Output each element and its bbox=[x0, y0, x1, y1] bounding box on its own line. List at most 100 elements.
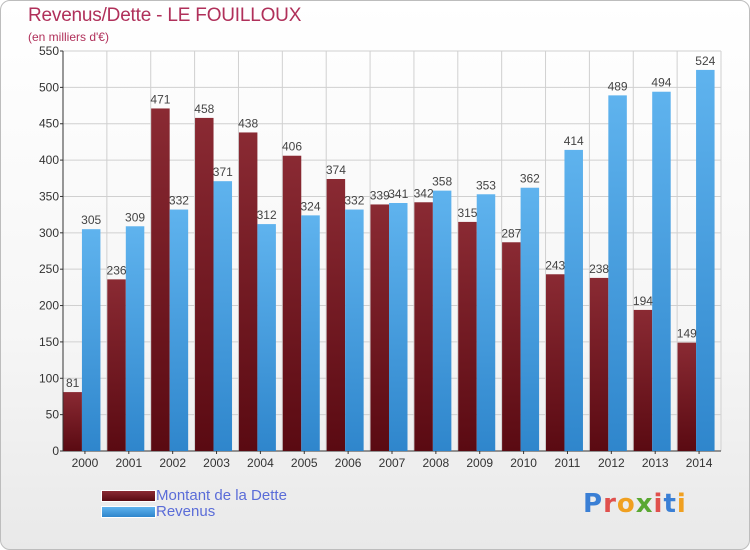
x-tick-label: 2002 bbox=[159, 456, 186, 470]
data-label-revenus: 489 bbox=[608, 79, 628, 93]
bar-revenus bbox=[608, 95, 627, 451]
data-label-revenus: 332 bbox=[169, 194, 189, 208]
x-tick-label: 2013 bbox=[642, 456, 669, 470]
legend-label-revenus: Revenus bbox=[156, 503, 216, 520]
data-label-dette: 374 bbox=[326, 163, 346, 177]
logo-letter: i bbox=[653, 489, 664, 519]
bar-dette bbox=[282, 155, 302, 451]
logo-letter: t bbox=[663, 489, 677, 519]
bar-dette bbox=[63, 392, 82, 451]
y-tick-label: 50 bbox=[46, 408, 60, 422]
bar-dette bbox=[458, 221, 477, 451]
data-label-dette: 406 bbox=[282, 140, 302, 154]
x-tick-label: 2011 bbox=[555, 456, 581, 470]
y-tick-label: 150 bbox=[39, 335, 59, 349]
data-label-dette: 194 bbox=[633, 294, 653, 308]
data-label-dette: 315 bbox=[457, 206, 477, 220]
data-label-revenus: 494 bbox=[651, 76, 671, 90]
logo-letter: i bbox=[676, 489, 687, 519]
chart-subtitle: (en milliers d'€) bbox=[28, 30, 109, 44]
data-label-revenus: 414 bbox=[564, 134, 584, 148]
legend-label-dette: Montant de la Dette bbox=[156, 487, 287, 504]
bar-dette bbox=[326, 179, 346, 451]
data-label-revenus: 362 bbox=[520, 172, 540, 186]
data-label-revenus: 305 bbox=[81, 213, 101, 227]
bars bbox=[63, 69, 715, 452]
data-label-revenus: 353 bbox=[476, 178, 496, 192]
data-label-dette: 438 bbox=[238, 116, 258, 130]
data-label-dette: 287 bbox=[501, 226, 521, 240]
bar-dette bbox=[545, 274, 565, 451]
data-label-revenus: 312 bbox=[257, 208, 277, 222]
x-tick-label: 2006 bbox=[335, 456, 362, 470]
data-label-revenus: 358 bbox=[432, 175, 452, 189]
bar-revenus bbox=[564, 149, 583, 451]
proxiti-logo: Proxiti bbox=[583, 489, 687, 519]
bar-revenus bbox=[520, 187, 540, 451]
bar-dette bbox=[589, 277, 609, 451]
logo-letter: r bbox=[603, 489, 617, 519]
x-tick-label: 2004 bbox=[247, 456, 274, 470]
y-tick-label: 250 bbox=[39, 262, 59, 276]
bar-revenus bbox=[81, 229, 101, 451]
bar-revenus bbox=[652, 91, 671, 452]
bar-revenus bbox=[257, 224, 276, 451]
data-label-revenus: 332 bbox=[344, 194, 364, 208]
bar-dette bbox=[107, 279, 126, 451]
y-tick-label: 450 bbox=[39, 117, 59, 131]
legend-swatch-revenus bbox=[101, 506, 156, 518]
legend-swatch-dette bbox=[101, 490, 156, 502]
bar-revenus bbox=[696, 69, 715, 451]
x-tick-label: 2003 bbox=[203, 456, 230, 470]
y-tick-label: 300 bbox=[39, 226, 59, 240]
data-label-revenus: 309 bbox=[125, 210, 145, 224]
x-tick-label: 2009 bbox=[466, 456, 493, 470]
logo-letter: o bbox=[616, 489, 636, 519]
bar-dette bbox=[370, 204, 389, 451]
bar-dette bbox=[502, 242, 521, 451]
bar-dette bbox=[151, 108, 170, 452]
bar-dette bbox=[414, 202, 433, 451]
bar-dette bbox=[677, 342, 697, 451]
x-tick-label: 2014 bbox=[686, 456, 713, 470]
x-tick-label: 2000 bbox=[72, 456, 99, 470]
data-label-dette: 81 bbox=[66, 376, 80, 390]
x-tick-label: 2001 bbox=[115, 456, 142, 470]
y-tick-label: 100 bbox=[39, 371, 59, 385]
bar-revenus bbox=[301, 215, 320, 451]
bar-revenus bbox=[432, 190, 452, 452]
data-label-dette: 238 bbox=[589, 262, 609, 276]
y-tick-label: 500 bbox=[39, 80, 59, 94]
data-label-dette: 458 bbox=[194, 102, 214, 116]
data-label-revenus: 371 bbox=[213, 165, 233, 179]
bar-revenus bbox=[169, 209, 189, 451]
data-label-dette: 471 bbox=[150, 92, 170, 106]
x-tick-label: 2010 bbox=[510, 456, 537, 470]
data-label-revenus: 524 bbox=[695, 54, 715, 68]
y-tick-label: 0 bbox=[52, 444, 59, 458]
chart-title: Revenus/Dette - LE FOUILLOUX bbox=[28, 5, 302, 26]
bar-revenus bbox=[213, 181, 233, 451]
bar-revenus bbox=[125, 226, 145, 451]
bar-revenus bbox=[345, 209, 364, 451]
y-tick-label: 200 bbox=[39, 299, 59, 313]
data-label-dette: 149 bbox=[677, 327, 697, 341]
data-label-revenus: 324 bbox=[301, 199, 321, 213]
data-label-dette: 339 bbox=[370, 188, 390, 202]
data-label-revenus: 341 bbox=[388, 187, 408, 201]
y-tick-label: 400 bbox=[39, 153, 59, 167]
x-tick-label: 2008 bbox=[423, 456, 450, 470]
data-label-dette: 243 bbox=[545, 258, 565, 272]
logo-letter: x bbox=[635, 489, 654, 519]
bar-dette bbox=[195, 117, 214, 451]
data-label-dette: 342 bbox=[414, 186, 434, 200]
bar-revenus bbox=[476, 194, 496, 452]
x-tick-label: 2005 bbox=[291, 456, 318, 470]
data-labels: 81 305 236 309 471 332 458 371 438 312 406 324 374 33… bbox=[66, 54, 716, 390]
bar-dette bbox=[238, 132, 258, 452]
bar-revenus bbox=[389, 203, 408, 451]
bar-dette bbox=[633, 309, 653, 451]
y-tick-label: 550 bbox=[39, 44, 59, 58]
